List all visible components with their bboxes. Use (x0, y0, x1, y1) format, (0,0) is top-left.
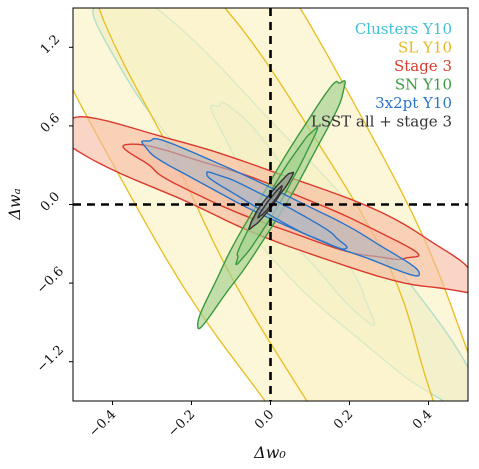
y-tick-label: 0.6 (38, 111, 63, 136)
legend-entry: SL Y10 (398, 39, 452, 57)
legend-entry: Clusters Y10 (355, 20, 452, 38)
x-tick-label: −0.2 (165, 407, 198, 440)
y-tick-label: 1.2 (38, 32, 63, 57)
y-tick-label: −1.2 (34, 343, 67, 376)
y-tick-label: 0.0 (38, 189, 63, 214)
x-ticks: −0.4 −0.2 0.0 0.2 0.4 (86, 401, 435, 440)
legend-entry: LSST all + stage 3 (311, 113, 452, 131)
x-tick-label: 0.2 (331, 407, 356, 432)
x-axis-label: Δw₀ (253, 443, 286, 462)
x-tick-label: 0.0 (252, 407, 277, 432)
y-ticks: −1.2 −0.6 0.0 0.6 1.2 (34, 32, 73, 376)
legend-entry: Stage 3 (394, 57, 452, 75)
y-tick-label: −0.6 (34, 264, 67, 297)
y-axis-label: Δwₐ (5, 188, 24, 220)
legend-entry: SN Y10 (395, 76, 452, 94)
contour-1sigma (205, 171, 348, 250)
legend-entry: 3x2pt Y10 (375, 94, 452, 112)
series-3x2pt-y10 (141, 137, 420, 277)
series-lsst-all-stage-3 (248, 171, 295, 230)
x-tick-label: −0.4 (86, 407, 119, 440)
reference-lines (73, 8, 468, 401)
contour-1sigma (257, 185, 283, 219)
x-tick-label: 0.4 (410, 407, 435, 432)
